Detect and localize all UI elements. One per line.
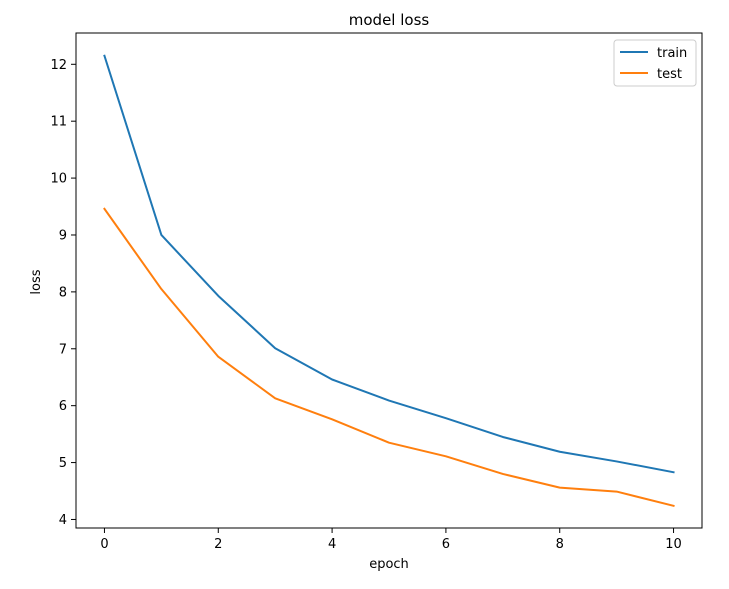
x-tick-label: 0 [100,537,108,552]
y-axis-label: loss [29,269,44,294]
legend: train test [613,39,697,87]
axes-frame [75,32,703,529]
x-tick-label: 2 [214,537,222,552]
x-tick-label: 10 [665,537,682,552]
series-line-test [103,207,675,508]
y-tick-label: 10 [50,172,67,187]
x-tick-label: 6 [442,537,450,552]
y-tick-label: 12 [50,58,67,73]
x-axis-ticks: 0 2 4 6 8 10 [100,528,682,552]
plot-area [76,33,702,528]
x-axis-label: epoch [369,557,409,572]
y-tick-label: 8 [59,285,67,300]
series-layer [103,54,675,508]
series-line-train [103,54,675,474]
y-tick-label: 11 [50,115,67,130]
y-tick-label: 9 [59,228,67,243]
y-tick-label: 4 [59,513,67,528]
x-tick-label: 4 [328,537,336,552]
y-tick-label: 5 [59,456,67,471]
legend-label-train: train [657,46,687,61]
y-tick-label: 7 [59,342,67,357]
y-tick-label: 6 [59,399,67,414]
y-axis-ticks: 4 5 6 7 8 9 10 11 12 [50,58,76,528]
chart-title: model loss [349,11,430,29]
x-tick-label: 8 [556,537,564,552]
legend-label-test: test [657,67,682,82]
